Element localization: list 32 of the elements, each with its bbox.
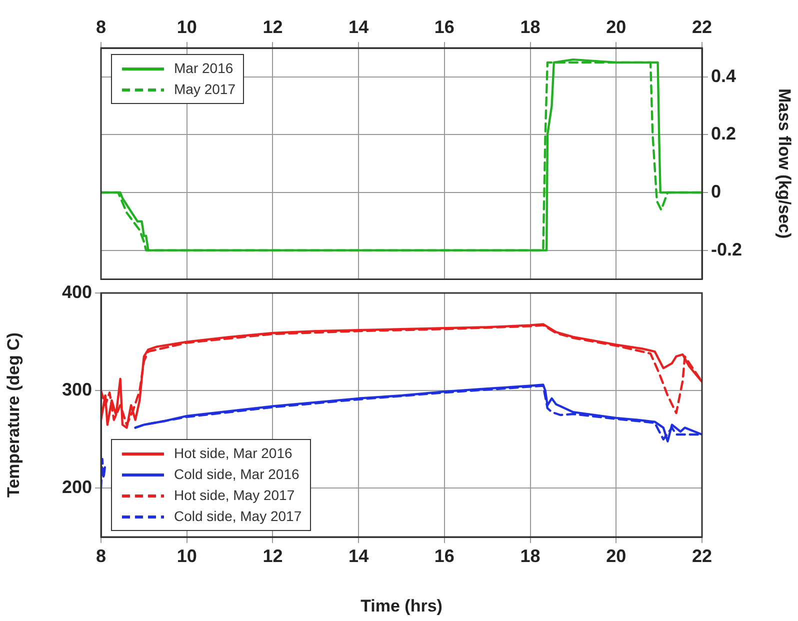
x-tick-label: 14 — [348, 17, 369, 38]
y-tick-label: 0 — [711, 181, 722, 202]
x-axis-title: Time (hrs) — [360, 596, 442, 616]
y-tick-label: -0.2 — [711, 239, 742, 260]
legend-label: Hot side, Mar 2016 — [174, 444, 292, 463]
x-tick-label: 10 — [176, 546, 197, 566]
x-tick-label: 12 — [262, 17, 283, 38]
y-axis-title: Temperature (deg C) — [4, 332, 23, 498]
y-tick-label: 0.4 — [711, 66, 736, 86]
x-tick-label: 18 — [520, 546, 540, 566]
x-tick-label: 12 — [262, 546, 283, 566]
legend-label: Cold side, May 2017 — [174, 507, 302, 526]
x-tick-label: 16 — [434, 546, 454, 566]
y-tick-label: 0.2 — [711, 124, 736, 144]
legend-label: Mar 2016 — [174, 59, 234, 78]
y-tick-label: 400 — [62, 282, 92, 302]
x-tick-label: 18 — [520, 17, 540, 38]
x-tick-label: 16 — [434, 17, 454, 38]
y-tick-label: 200 — [62, 477, 92, 498]
x-tick-label: 20 — [606, 546, 626, 566]
legend-label: Hot side, May 2017 — [174, 486, 295, 505]
x-tick-label: 8 — [96, 546, 106, 566]
x-tick-label: 8 — [96, 17, 106, 38]
x-tick-label: 22 — [692, 546, 712, 566]
x-tick-label: 14 — [348, 546, 369, 566]
y-tick-label: 300 — [62, 380, 92, 400]
x-tick-label: 22 — [692, 17, 712, 38]
y-axis-title: Mass flow (kg/sec) — [775, 88, 794, 239]
x-tick-label: 20 — [606, 17, 626, 38]
legend-label: Cold side, Mar 2016 — [174, 465, 300, 484]
legend-label: May 2017 — [174, 80, 236, 99]
x-tick-label: 10 — [176, 17, 197, 38]
